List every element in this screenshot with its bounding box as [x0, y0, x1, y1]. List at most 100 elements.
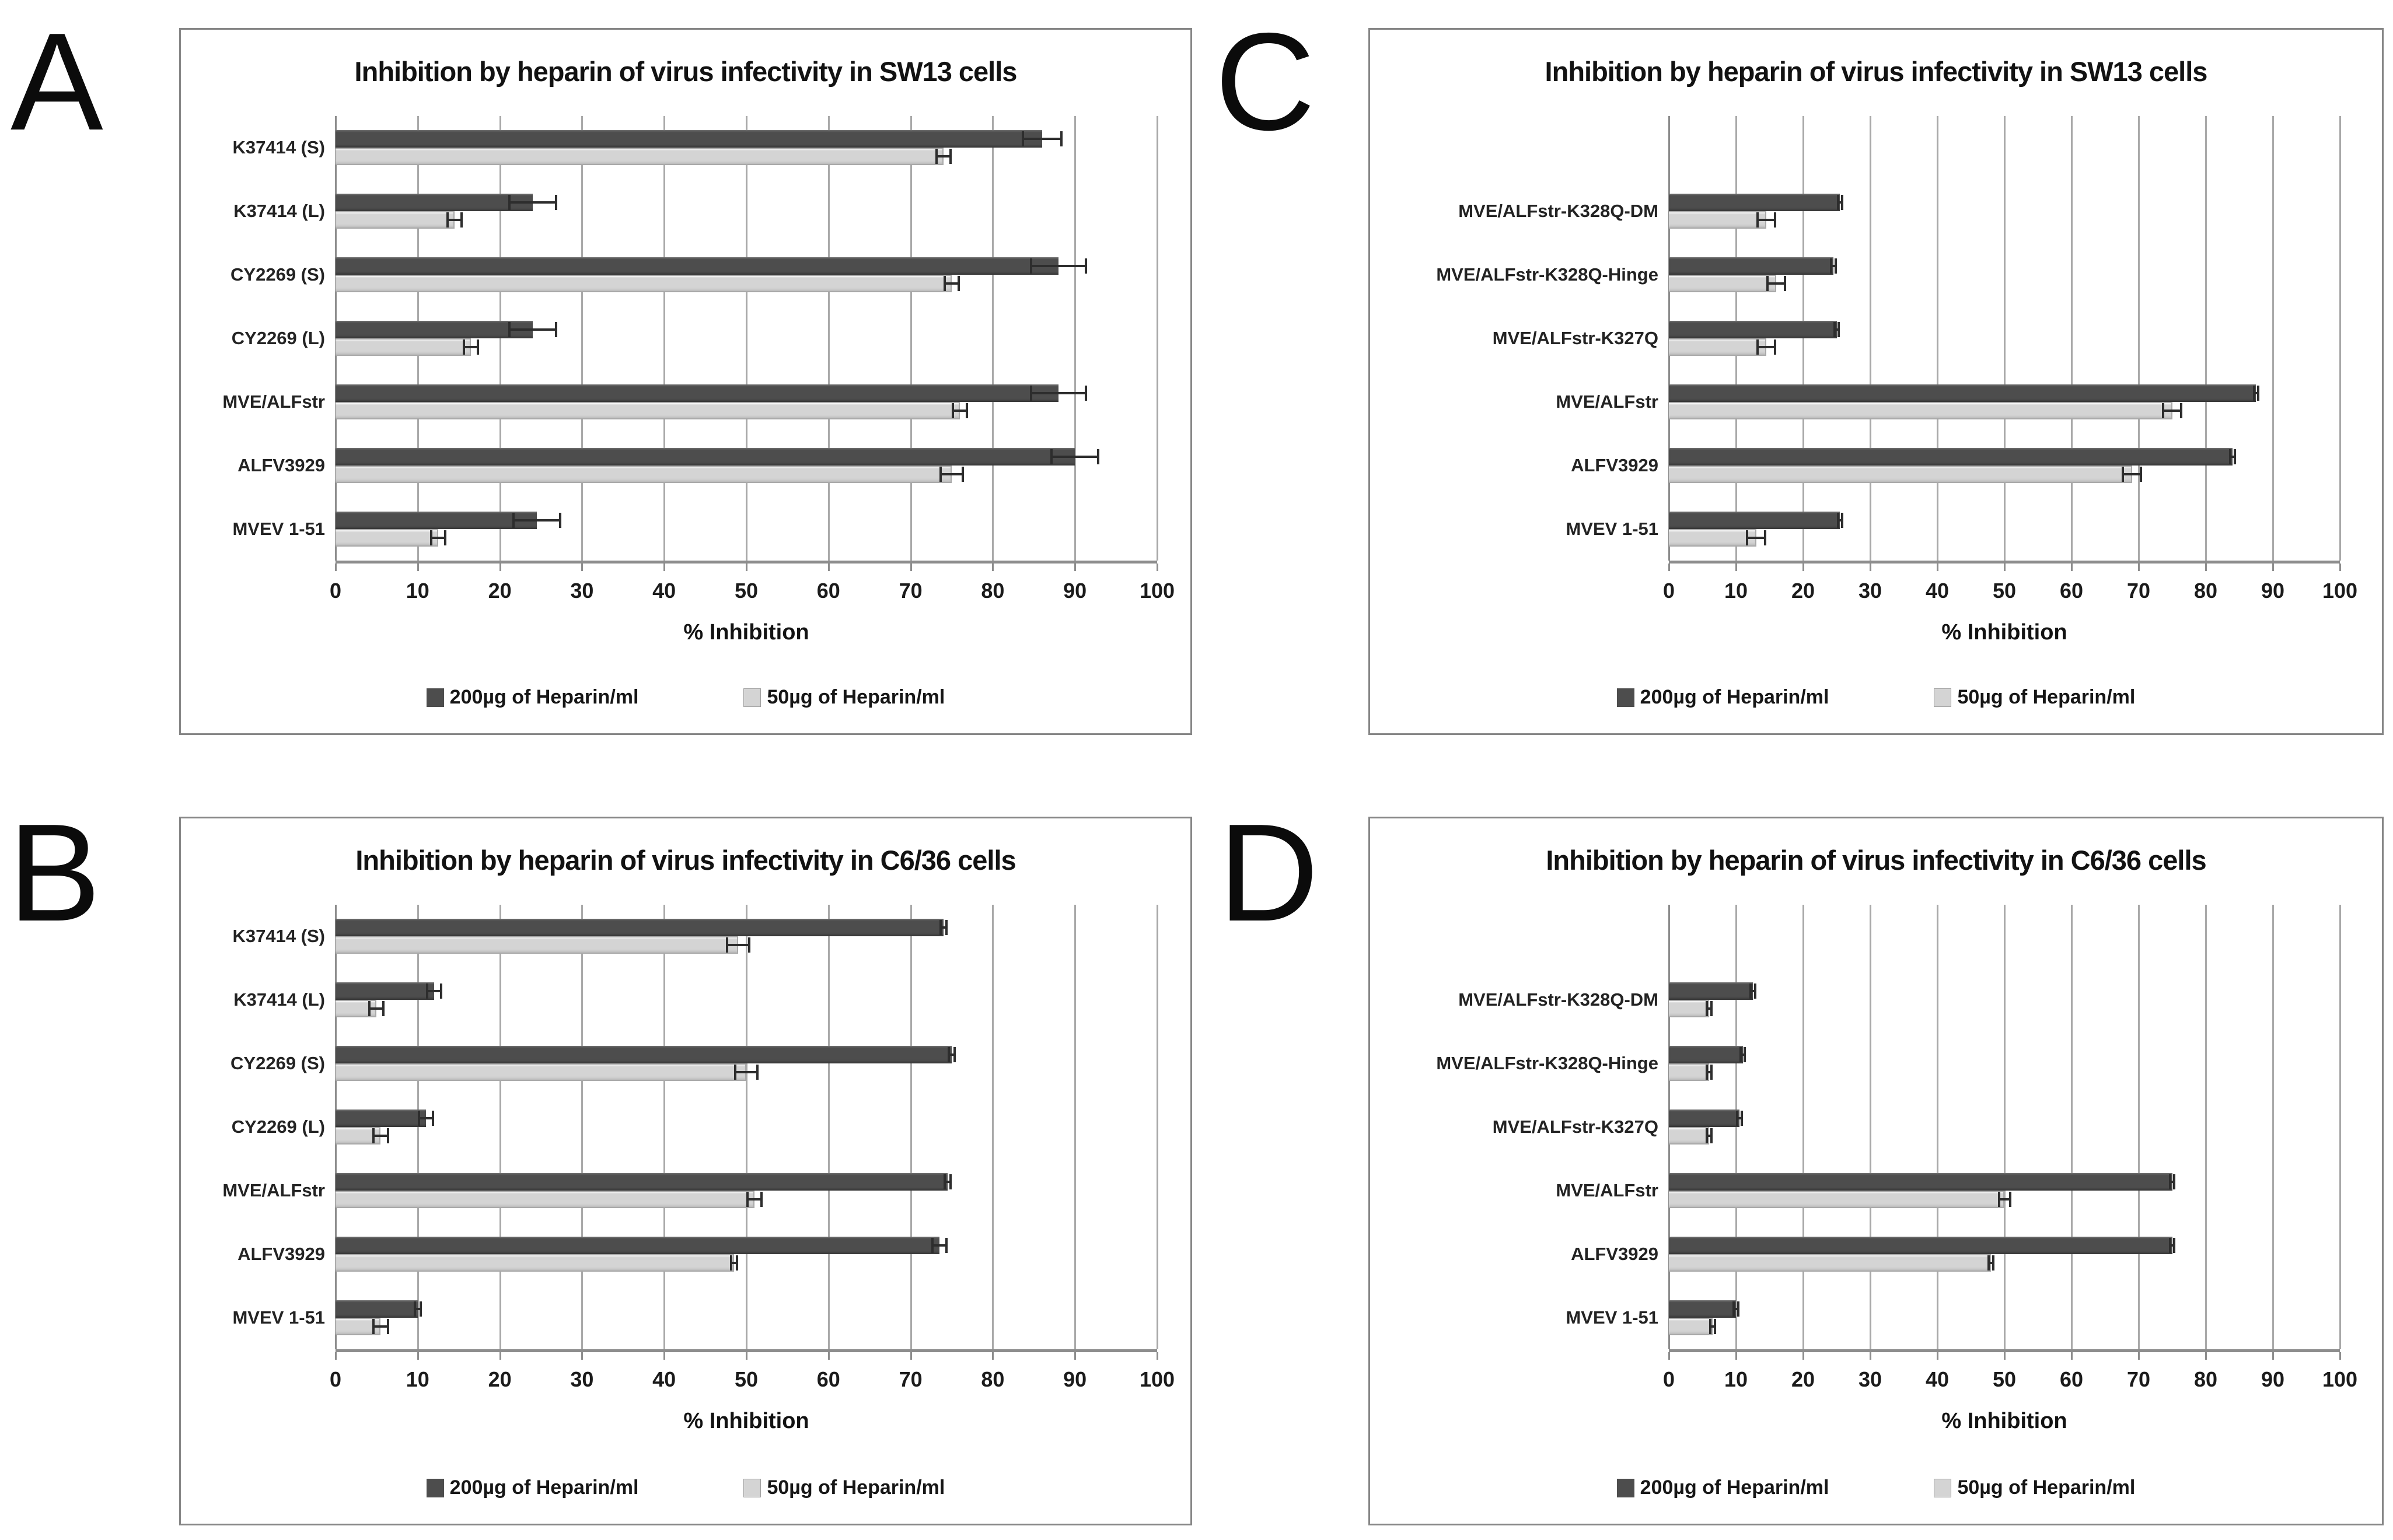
axis-tick-label: 20	[1791, 1367, 1815, 1391]
gridline	[1157, 116, 1158, 561]
bar-200ug	[1669, 194, 1840, 212]
axis-tick	[2339, 564, 2341, 571]
error-bar-cap	[429, 530, 432, 545]
gridline	[2272, 905, 2274, 1349]
category-label: ALFV3929	[1571, 1243, 1658, 1264]
bar-50ug	[1669, 1317, 1713, 1335]
axis-tick	[1735, 1352, 1737, 1360]
error-bar-cap	[1836, 512, 1839, 528]
error-bar-cap	[1060, 131, 1063, 147]
axis-tick	[2071, 1352, 2073, 1360]
error-bar-cap	[1713, 1318, 1716, 1334]
bar-200ug	[336, 511, 537, 529]
error-bar	[939, 466, 965, 482]
error-bar	[1732, 1301, 1739, 1317]
error-bar-cap	[943, 1174, 946, 1189]
category-label: MVE/ALFstr	[222, 1180, 325, 1200]
axis-tick-label: 100	[1139, 1367, 1175, 1391]
error-bar-cap	[1841, 195, 1843, 211]
error-bar-line	[1708, 1071, 1710, 1074]
axis-tick	[1735, 564, 1737, 571]
error-bar	[429, 530, 447, 545]
axis-tick-label: 10	[1724, 579, 1748, 603]
error-bar	[425, 984, 443, 999]
x-axis-label: % Inhibition	[1941, 1409, 2067, 1433]
error-bar-line	[428, 990, 441, 993]
bar-200ug	[336, 384, 1059, 402]
category-label: CY2269 (S)	[230, 264, 325, 285]
error-bar	[446, 212, 463, 228]
error-bar	[1766, 276, 1787, 292]
error-bar	[943, 276, 960, 292]
error-bar-cap	[953, 1047, 956, 1063]
gridline	[2071, 116, 2073, 561]
bar-50ug	[336, 1254, 734, 1272]
error-bar	[746, 1191, 763, 1207]
category-row: CY2269 (S)	[230, 1032, 1157, 1096]
error-bar-cap	[2162, 402, 2165, 418]
axis-tick	[2205, 1352, 2207, 1360]
bar-50ug	[336, 148, 944, 166]
error-bar-cap	[962, 466, 965, 482]
error-bar-cap	[1756, 339, 1759, 355]
axis-tick	[1937, 564, 1938, 571]
error-bar-cap	[413, 1301, 416, 1317]
error-bar-line	[1835, 328, 1838, 331]
error-bar-cap	[748, 937, 751, 953]
category-label: ALFV3929	[1571, 454, 1658, 475]
category-label: MVE/ALFstr	[222, 391, 325, 412]
axis-tick-label: 40	[1925, 579, 1950, 603]
category-row: MVEV 1-51	[1566, 1286, 2340, 1349]
gridline	[2205, 905, 2207, 1349]
chart-panel-b: Inhibition by heparin of virus infectivi…	[179, 817, 1192, 1525]
axis-tick-label: 50	[734, 1367, 759, 1391]
category-row: MVE/ALFstr-K328Q-DM	[1458, 968, 2340, 1032]
error-bar-cap	[1085, 385, 1088, 401]
gridline	[1802, 905, 1804, 1349]
bar-50ug	[336, 936, 738, 954]
legend-label-200ug: 200µg of Heparin/ml	[449, 686, 639, 708]
axis-tick	[663, 1352, 666, 1360]
error-bar-cap	[446, 212, 449, 228]
error-bar	[1756, 212, 1776, 228]
error-bar-cap	[1830, 258, 1832, 274]
error-bar-cap	[2173, 1237, 2176, 1253]
axis-tick	[1870, 564, 1871, 571]
error-bar-line	[1748, 536, 1764, 539]
error-bar-cap	[2252, 385, 2255, 401]
error-bar-cap	[431, 1110, 434, 1126]
error-bar-line	[1023, 138, 1061, 141]
axis-tick	[499, 564, 501, 571]
category-row: CY2269 (S)	[230, 243, 1157, 307]
error-bar	[935, 149, 952, 164]
error-bar	[943, 1174, 952, 1189]
axis-tick	[2272, 564, 2274, 571]
error-bar	[729, 1255, 738, 1270]
error-bar-line	[933, 1244, 945, 1247]
category-row: ALFV3929	[237, 1222, 1157, 1286]
axis-tick	[1157, 1352, 1158, 1360]
chart-title: Inhibition by heparin of virus infectivi…	[1546, 845, 2206, 876]
axis-tick	[1937, 1352, 1938, 1360]
gridline	[1157, 905, 1158, 1349]
error-bar-cap	[1706, 1128, 1709, 1143]
error-bar-line	[728, 944, 749, 947]
error-bar-cap	[1029, 385, 1032, 401]
axis-tick-label: 90	[1063, 1367, 1087, 1391]
category-row: MVE/ALFstr-K327Q	[1493, 307, 2340, 370]
error-bar-cap	[2139, 466, 2142, 482]
bar-200ug	[1669, 511, 1840, 529]
error-bar-cap	[1029, 258, 1032, 274]
category-label: MVEV 1-51	[1566, 1307, 1658, 1328]
error-bar	[413, 1301, 422, 1317]
error-bar-cap	[1710, 1128, 1713, 1143]
legend-swatch-50ug-icon	[743, 1478, 761, 1497]
axis-tick	[2004, 1352, 2006, 1360]
axis-tick	[1870, 1352, 1871, 1360]
gridline	[1870, 905, 1871, 1349]
category-label: MVE/ALFstr	[1556, 1180, 1658, 1200]
error-bar-cap	[386, 1128, 389, 1143]
bar-50ug	[1669, 1190, 2004, 1208]
category-row: MVEV 1-51	[232, 497, 1157, 561]
error-bar-cap	[1710, 1065, 1713, 1080]
